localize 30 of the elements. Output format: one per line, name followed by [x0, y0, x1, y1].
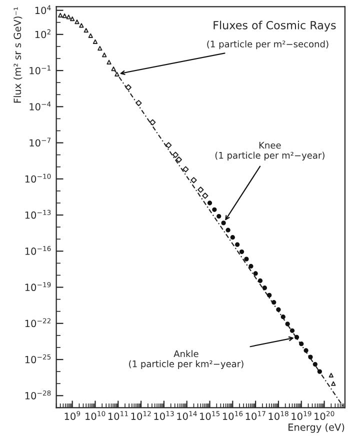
x-tick-label: 10$^{20}$ [314, 411, 334, 420]
y-tick-label: 10$^{−13}$ [25, 210, 51, 219]
x-tick-label: 10$^{19}$ [292, 411, 312, 420]
y-tick-label: 10$^{−19}$ [25, 282, 51, 292]
y-tick-label: 10$^{−22}$ [25, 318, 50, 328]
y-tick-label: 10$^{−7}$ [30, 138, 51, 147]
annotation: Ankle (1 particle per km²−year) [129, 350, 244, 369]
y-tick-label: 10$^{−25}$ [25, 354, 51, 364]
y-tick-label: 10$^{−4}$ [30, 102, 51, 110]
text: Fluxes of Cosmic Rays [214, 20, 336, 32]
x-tick-label: 10$^{17}$ [246, 411, 266, 420]
x-tick-label: 10$^{14}$ [177, 411, 197, 420]
y-tick-label: 10$^{2}$ [35, 29, 50, 38]
x-tick-label: 10$^{13}$ [154, 411, 174, 420]
x-tick-label: 10$^{10}$ [86, 411, 106, 420]
y-tick-label: 10$^{−28}$ [25, 390, 51, 400]
y-tick-label: 10$^{−10}$ [25, 174, 51, 183]
y-tick-label: 10$^{−16}$ [25, 246, 51, 255]
x-tick-label: 10$^{15}$ [200, 411, 220, 420]
x-tick-label: 10$^{9}$ [64, 411, 80, 420]
x-tick-label: 10$^{12}$ [131, 411, 151, 420]
y-tick-label: 10$^{−1}$ [30, 65, 50, 74]
y-axis-title: Flux (m² sr s GeV)⁻¹ [14, 7, 22, 103]
x-tick-label: 10$^{18}$ [268, 411, 288, 420]
x-axis-title: Energy (eV) [288, 423, 344, 433]
annotation: (1 particle per m²−second) [207, 40, 328, 50]
y-tick-label: 10$^{4}$ [35, 5, 51, 14]
x-tick-label: 10$^{16}$ [222, 411, 243, 420]
annotation: Knee (1 particle per m²−year) [215, 142, 324, 160]
x-tick-label: 10$^{11}$ [108, 411, 128, 420]
